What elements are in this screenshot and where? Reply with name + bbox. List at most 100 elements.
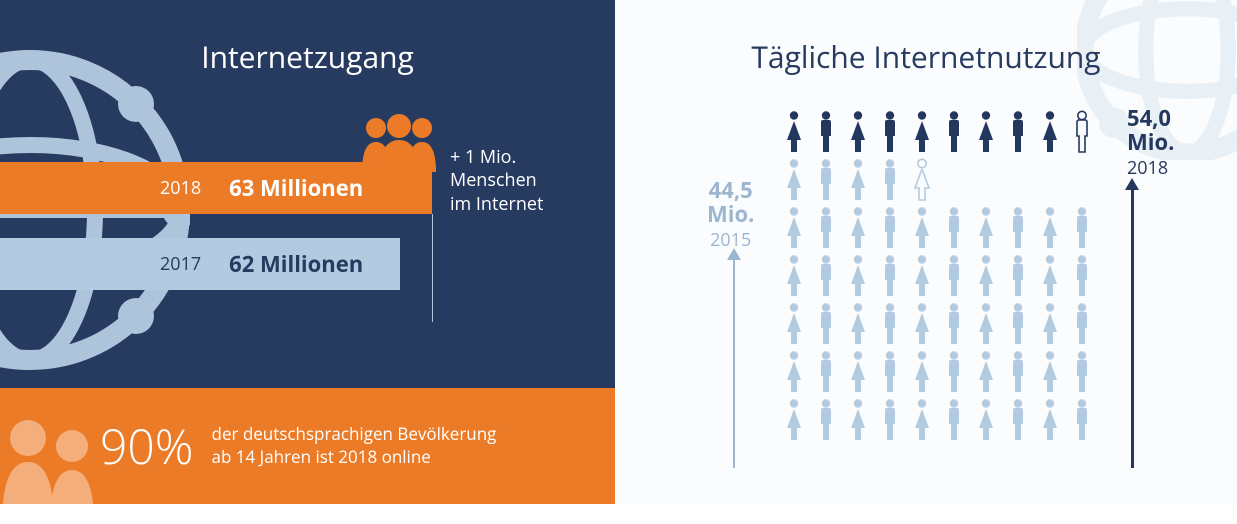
left-upper: Internetzugang 2018 63 Millionen 2017 62… bbox=[0, 0, 615, 388]
person-icon bbox=[879, 350, 901, 394]
person-icon bbox=[1039, 254, 1061, 298]
person-icon bbox=[1039, 302, 1061, 346]
person-icon bbox=[847, 110, 869, 154]
person-icon bbox=[847, 254, 869, 298]
person-icon bbox=[815, 206, 837, 250]
person-icon bbox=[975, 302, 997, 346]
person-icon bbox=[1071, 302, 1093, 346]
person-icon bbox=[911, 110, 933, 154]
person-icon bbox=[911, 254, 933, 298]
person-icon bbox=[943, 206, 965, 250]
footer-text: der deutschsprachigen Bevölkerung ab 14 … bbox=[212, 423, 497, 469]
person-icon bbox=[975, 398, 997, 442]
people-row bbox=[783, 254, 1103, 298]
right-title: Tägliche Internetnutzung bbox=[615, 36, 1237, 77]
people-row bbox=[783, 158, 1103, 202]
person-icon bbox=[1039, 398, 1061, 442]
bar-2017: 2017 62 Millionen bbox=[0, 238, 400, 290]
person-icon bbox=[879, 110, 901, 154]
stat-2015-unit: Mio. bbox=[707, 202, 754, 226]
panel-daily-usage: Tägliche Internetnutzung 44,5 Mio. 2015 … bbox=[615, 0, 1237, 504]
people-row bbox=[783, 398, 1103, 442]
person-icon bbox=[1071, 398, 1093, 442]
person-icon bbox=[1007, 398, 1029, 442]
person-icon bbox=[1039, 110, 1061, 154]
footer-line1: der deutschsprachigen Bevölkerung bbox=[212, 423, 497, 446]
person-icon bbox=[847, 158, 869, 202]
person-icon bbox=[943, 398, 965, 442]
person-icon bbox=[783, 206, 805, 250]
person-icon bbox=[1039, 206, 1061, 250]
person-icon bbox=[1007, 350, 1029, 394]
people-row bbox=[783, 206, 1103, 250]
people-row bbox=[783, 302, 1103, 346]
people-row bbox=[783, 110, 1103, 154]
arrow-left-icon bbox=[733, 258, 735, 468]
person-outline-icon bbox=[911, 158, 933, 202]
person-icon bbox=[815, 350, 837, 394]
person-icon bbox=[975, 254, 997, 298]
person-icon bbox=[815, 254, 837, 298]
person-icon bbox=[783, 350, 805, 394]
person-icon bbox=[879, 158, 901, 202]
person-outline-icon bbox=[1071, 110, 1093, 154]
person-icon bbox=[943, 110, 965, 154]
stat-2018: 54,0 Mio. 2018 bbox=[1127, 106, 1174, 180]
people-row bbox=[783, 350, 1103, 394]
bar-2018-year: 2018 bbox=[160, 176, 201, 200]
person-icon bbox=[879, 398, 901, 442]
person-icon bbox=[847, 206, 869, 250]
bar-2018-value: 63 Millionen bbox=[229, 173, 363, 203]
left-footer: 90% der deutschsprachigen Bevölkerung ab… bbox=[0, 388, 615, 504]
panel-internet-access: Internetzugang 2018 63 Millionen 2017 62… bbox=[0, 0, 615, 504]
person-icon bbox=[815, 110, 837, 154]
person-icon bbox=[943, 254, 965, 298]
stat-2018-unit: Mio. bbox=[1127, 130, 1174, 154]
footer-percent: 90% bbox=[100, 414, 194, 479]
person-icon bbox=[783, 110, 805, 154]
stat-2015: 44,5 Mio. 2015 bbox=[707, 178, 754, 252]
person-icon bbox=[943, 302, 965, 346]
person-icon bbox=[783, 254, 805, 298]
person-icon bbox=[783, 158, 805, 202]
person-icon bbox=[911, 398, 933, 442]
person-icon bbox=[911, 302, 933, 346]
person-icon bbox=[879, 206, 901, 250]
person-icon bbox=[943, 350, 965, 394]
footer-line2: ab 14 Jahren ist 2018 online bbox=[212, 446, 497, 469]
person-icon bbox=[1039, 350, 1061, 394]
delta-line1: + 1 Mio. bbox=[450, 146, 543, 169]
person-icon bbox=[1007, 302, 1029, 346]
bar-2017-year: 2017 bbox=[160, 252, 201, 276]
delta-text: + 1 Mio. Menschen im Internet bbox=[450, 146, 543, 216]
person-icon bbox=[1071, 206, 1093, 250]
reference-line bbox=[432, 214, 433, 322]
people-pictogram-grid bbox=[783, 110, 1103, 446]
arrow-right-icon bbox=[1131, 188, 1134, 468]
person-icon bbox=[1007, 254, 1029, 298]
person-icon bbox=[847, 398, 869, 442]
person-icon bbox=[783, 398, 805, 442]
person-icon bbox=[975, 206, 997, 250]
person-icon bbox=[911, 206, 933, 250]
person-icon bbox=[1071, 254, 1093, 298]
person-icon bbox=[911, 350, 933, 394]
person-icon bbox=[847, 350, 869, 394]
person-icon bbox=[879, 254, 901, 298]
bar-2017-value: 62 Millionen bbox=[229, 249, 363, 279]
people-duo-icon bbox=[0, 404, 110, 524]
bar-2018: 2018 63 Millionen bbox=[0, 162, 432, 214]
delta-line2: Menschen bbox=[450, 169, 543, 192]
person-icon bbox=[1007, 206, 1029, 250]
person-icon bbox=[783, 302, 805, 346]
person-icon bbox=[1071, 350, 1093, 394]
delta-line3: im Internet bbox=[450, 193, 543, 216]
person-icon bbox=[879, 302, 901, 346]
person-icon bbox=[975, 350, 997, 394]
person-icon bbox=[815, 158, 837, 202]
person-icon bbox=[975, 110, 997, 154]
person-icon bbox=[815, 302, 837, 346]
left-title: Internetzugang bbox=[0, 36, 615, 77]
stat-2018-year: 2018 bbox=[1127, 156, 1174, 180]
person-icon bbox=[815, 398, 837, 442]
